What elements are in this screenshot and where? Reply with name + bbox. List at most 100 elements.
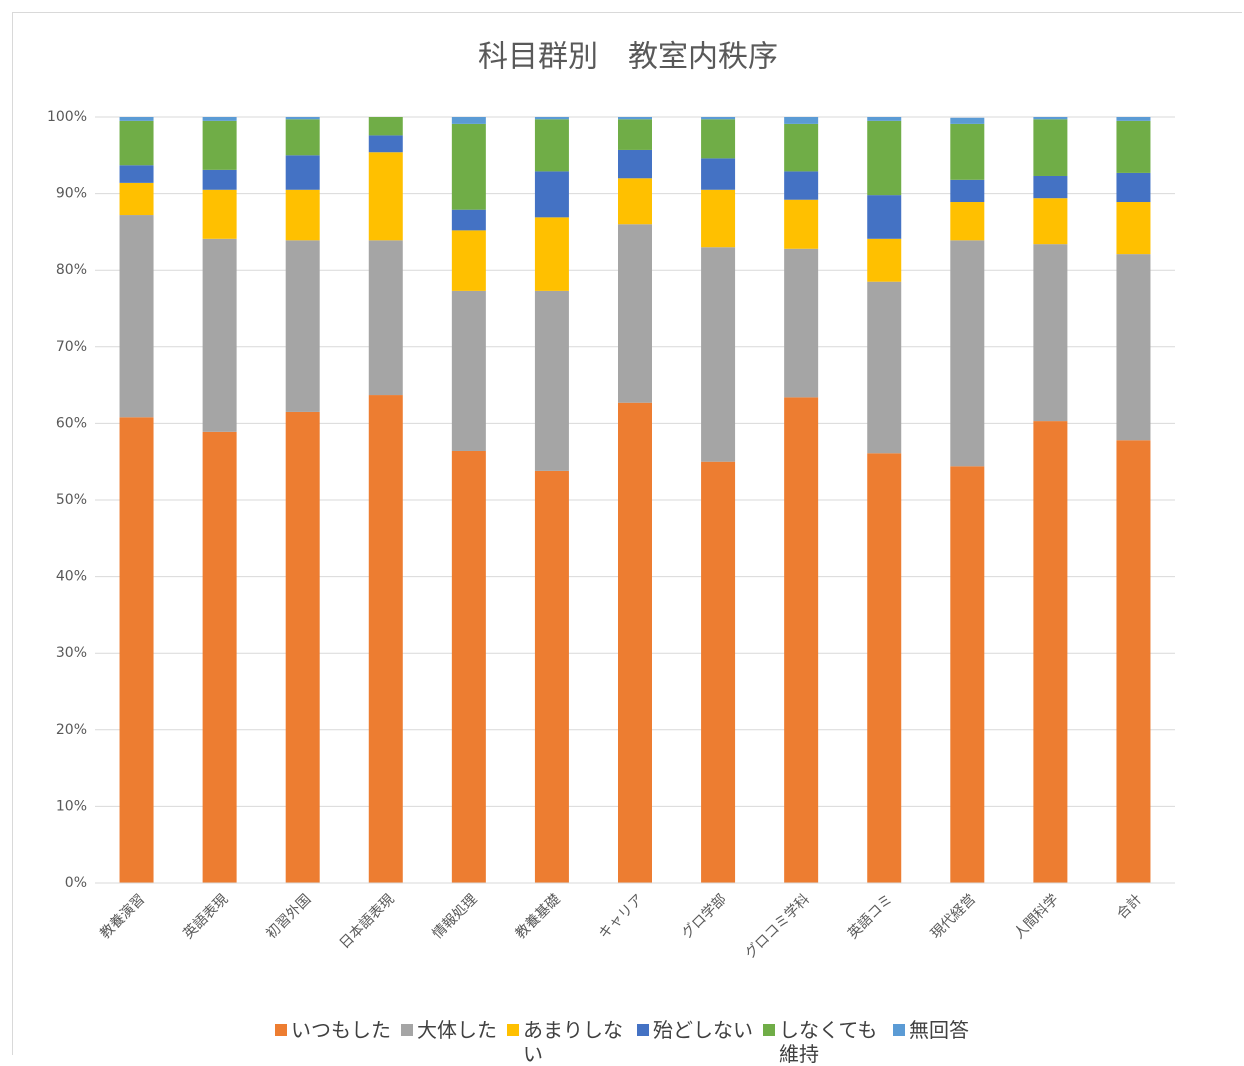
bar-segment (618, 402, 652, 883)
bar-segment (867, 195, 902, 239)
bar-segment (534, 470, 569, 883)
bar-segment (867, 281, 902, 454)
bar-segment (534, 217, 569, 291)
bar-segment (950, 179, 985, 203)
bar-segment (701, 461, 736, 883)
bar-segment (950, 240, 985, 467)
bar-segment (119, 182, 154, 216)
bar-segment (867, 120, 902, 196)
bar-segment (1033, 244, 1068, 422)
bar-segment (618, 178, 652, 225)
chart-frame (12, 12, 1242, 1055)
legend-item: 大体した (401, 1018, 497, 1066)
bar-segment (451, 450, 486, 883)
y-tick-label: 100% (47, 109, 87, 125)
legend-swatch (637, 1024, 649, 1036)
legend-item: あまりしない (507, 1018, 627, 1066)
bar-segment (950, 466, 985, 883)
bar-segment (1033, 117, 1068, 120)
y-tick-label: 90% (56, 186, 87, 202)
bar-segment (534, 119, 569, 172)
bar-segment (867, 117, 902, 121)
bar-segment (867, 238, 902, 282)
bar-segment (534, 290, 569, 471)
bar-segment (534, 117, 569, 120)
legend-label: 殆どしない (653, 1018, 753, 1042)
legend-label: しなくても維持 (779, 1018, 878, 1066)
legend-swatch (507, 1024, 519, 1036)
y-tick-label: 70% (56, 339, 87, 355)
bar-segment (202, 120, 237, 170)
bar-segment (950, 117, 985, 124)
bar-segment (368, 152, 403, 241)
bar-segment (119, 165, 154, 183)
legend-item: 無回答 (893, 1018, 969, 1066)
x-tick-label: 教養演習 (97, 891, 149, 943)
x-tick-label: 教養基礎 (512, 891, 564, 943)
x-tick-label: 情報処理 (430, 891, 481, 942)
bar-segment (119, 120, 154, 166)
y-tick-label: 80% (56, 262, 87, 278)
x-tick-label: 英語コミ (844, 891, 896, 943)
x-tick-label: 人間科学 (1011, 891, 1062, 942)
legend-label: いつもした (291, 1018, 391, 1042)
bar-segment (202, 169, 237, 190)
chart: 科目群別 教室内秩序 0% 10% 20% 30% 40% 50% 60% 70% 80% 90%… (47, 40, 1175, 962)
bar-segment (202, 238, 237, 432)
x-tick-label: 合計 (1114, 891, 1145, 922)
bar-segment (1116, 172, 1151, 203)
x-tick-label: 初習外国 (263, 891, 315, 943)
bar-segment (451, 290, 486, 451)
legend: いつもした 大体した あまりしない 殆どしない しなくても維持 無回答 (0, 1018, 1244, 1066)
bar-segment (618, 119, 652, 150)
bar-segment (618, 117, 652, 120)
bar-segment (285, 411, 320, 883)
y-tick-label: 10% (56, 798, 87, 814)
bar-segment (1116, 120, 1151, 173)
bar-segment (950, 123, 985, 180)
bar-segment (950, 202, 985, 241)
x-tick-label: キャリア (596, 891, 647, 942)
bar-segment (451, 123, 486, 210)
bar-segment (701, 117, 736, 120)
bar-segment (368, 117, 403, 136)
y-tick-label: 30% (56, 645, 87, 661)
bar-segment (285, 189, 320, 241)
bar-segment (618, 224, 652, 403)
bar-segment (784, 248, 819, 398)
bar-segment (701, 247, 736, 462)
bar-segment (784, 171, 819, 200)
bar-segment (701, 119, 736, 159)
y-tick-label: 50% (56, 492, 87, 508)
bar-segment (451, 117, 486, 124)
chart-title: 科目群別 教室内秩序 (478, 40, 778, 75)
bar-segment (1033, 421, 1068, 883)
bar-segment (202, 189, 237, 239)
bar-segment (701, 158, 736, 190)
bar-segment (285, 119, 320, 156)
bar-segment (1033, 175, 1068, 199)
x-tick-label: グロコミ学科 (742, 891, 813, 962)
x-tick-label: 現代経営 (928, 891, 979, 942)
bar-segment (285, 117, 320, 120)
y-tick-label: 0% (65, 875, 87, 891)
legend-label: 大体した (417, 1018, 497, 1042)
bar-segment (618, 149, 652, 179)
x-tick-label: 英語表現 (180, 891, 232, 943)
bar-segment (451, 230, 486, 291)
bar-segment (285, 240, 320, 412)
legend-item: 殆どしない (637, 1018, 753, 1066)
bar-segment (202, 117, 237, 121)
y-tick-label: 40% (56, 569, 87, 585)
legend-item: しなくても維持 (763, 1018, 883, 1066)
bar-segment (119, 417, 154, 883)
x-tick-label: グロ学部 (679, 891, 730, 942)
bar-segment (1116, 117, 1151, 121)
bar-segment (1116, 202, 1151, 255)
bar-segment (784, 117, 819, 124)
bar-segment (368, 240, 403, 396)
legend-swatch (401, 1024, 413, 1036)
bar-segment (784, 397, 819, 883)
legend-item: いつもした (275, 1018, 391, 1066)
